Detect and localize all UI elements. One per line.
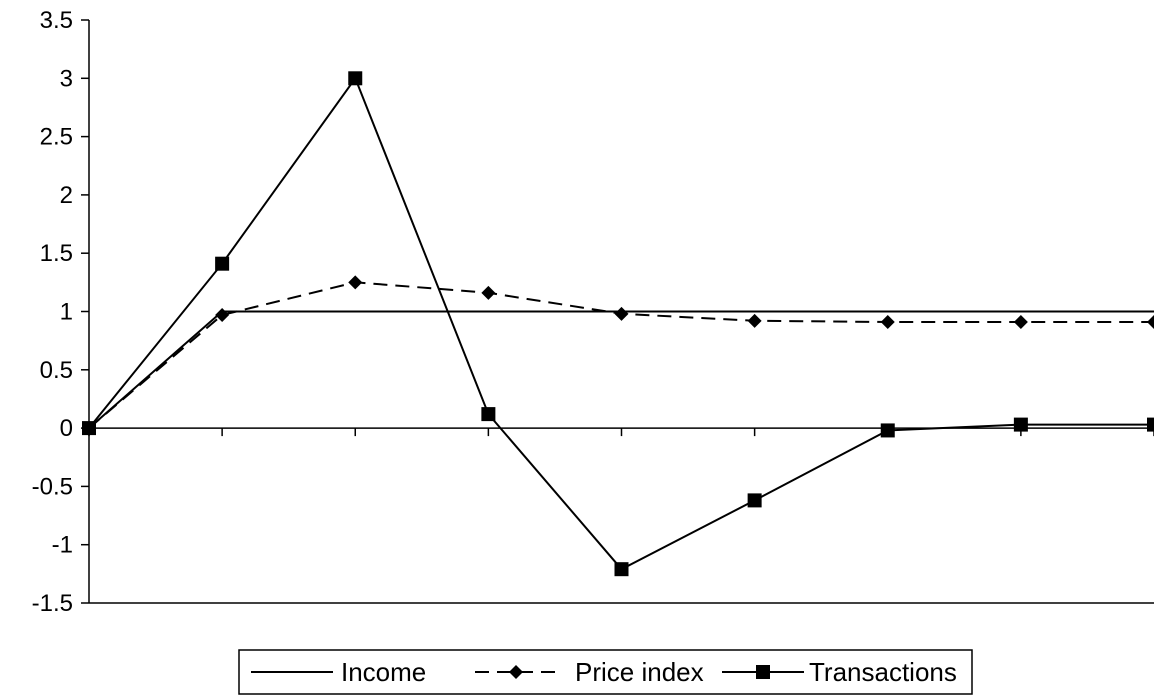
data-point-transactions (215, 256, 230, 271)
series-line-price-index (88, 281, 1154, 429)
data-point-price-index (614, 306, 629, 321)
legend-label-transactions: Transactions (809, 657, 957, 687)
legend-box (238, 649, 973, 695)
legend-marker-transactions (756, 665, 770, 679)
data-point-transactions (82, 421, 96, 436)
data-point-price-index (481, 285, 496, 300)
axes: 3.5 3 2.5 2 1.5 1 0.5 0 -0.5 -1 -1.5 (32, 7, 1154, 617)
y-tick-label: -1.5 (32, 590, 73, 617)
series-line-transactions (88, 76, 1154, 571)
y-tick-label: 0.5 (40, 357, 73, 384)
data-point-price-index (1147, 314, 1154, 329)
legend-item-income: Income (251, 657, 426, 687)
y-tick-label: 3 (60, 65, 73, 92)
y-tick-label: -0.5 (32, 473, 73, 500)
data-point-transactions (1147, 417, 1154, 432)
legend-marker-price-index (509, 665, 523, 679)
data-point-price-index (215, 307, 230, 322)
y-tick-label: 2.5 (40, 124, 73, 151)
data-point-transactions (614, 562, 629, 577)
y-tick-label: -1 (52, 532, 73, 559)
legend-item-price-index: Price index (475, 657, 704, 687)
series-price-index (82, 275, 1154, 436)
data-point-transactions (747, 493, 762, 508)
legend-item-transactions: Transactions (722, 657, 957, 687)
y-tick-label: 0 (60, 415, 73, 442)
data-point-price-index (880, 314, 895, 329)
series-income (88, 310, 1154, 429)
data-point-price-index (348, 275, 363, 290)
legend-label-price-index: Price index (575, 657, 704, 687)
data-point-price-index (1013, 314, 1028, 329)
y-tick-label: 3.5 (40, 7, 73, 34)
data-point-transactions (1013, 417, 1028, 432)
data-point-price-index (747, 313, 762, 328)
y-tick-label: 1.5 (40, 240, 73, 267)
legend-label-income: Income (341, 657, 426, 687)
data-point-transactions (348, 71, 363, 86)
series-line-income (88, 310, 1154, 429)
data-point-transactions (880, 423, 895, 438)
y-tick-label: 2 (60, 182, 73, 209)
series-layer (82, 71, 1154, 577)
data-point-transactions (481, 407, 496, 422)
y-tick-label: 1 (60, 299, 73, 326)
legend: Income Price index Transactions (238, 649, 973, 695)
series-transactions (82, 71, 1154, 577)
